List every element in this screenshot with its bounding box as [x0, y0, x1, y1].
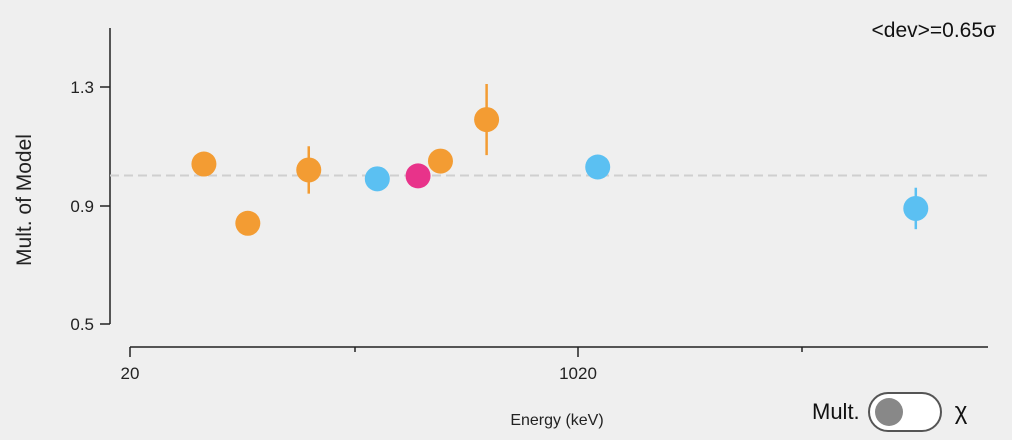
data-point — [191, 151, 217, 177]
x-axis-title: Energy (keV) — [510, 412, 603, 429]
y-tick-label: 1.3 — [70, 78, 94, 97]
toggle-label-mult: Mult. — [812, 399, 860, 424]
x-tick-label: 20 — [121, 364, 140, 383]
deviation-annotation: <dev>=0.65σ — [872, 19, 997, 42]
data-point — [235, 210, 261, 236]
data-point — [585, 154, 611, 180]
data-point — [427, 148, 453, 174]
mult-chi-toggle[interactable] — [867, 392, 942, 432]
y-axis-title: Mult. of Model — [13, 134, 36, 266]
y-tick-label: 0.9 — [70, 197, 94, 216]
toggle-knob[interactable] — [874, 398, 903, 426]
data-point — [405, 163, 431, 189]
x-tick-label: 1020 — [559, 364, 597, 383]
data-points — [191, 84, 929, 236]
mult-chi-toggle-row: Mult. χ — [812, 392, 967, 432]
data-point — [474, 107, 500, 133]
toggle-label-chi: χ — [954, 398, 968, 425]
data-point — [903, 195, 929, 221]
data-point — [364, 166, 390, 192]
y-tick-label: 0.5 — [70, 315, 94, 334]
data-point — [296, 157, 322, 183]
